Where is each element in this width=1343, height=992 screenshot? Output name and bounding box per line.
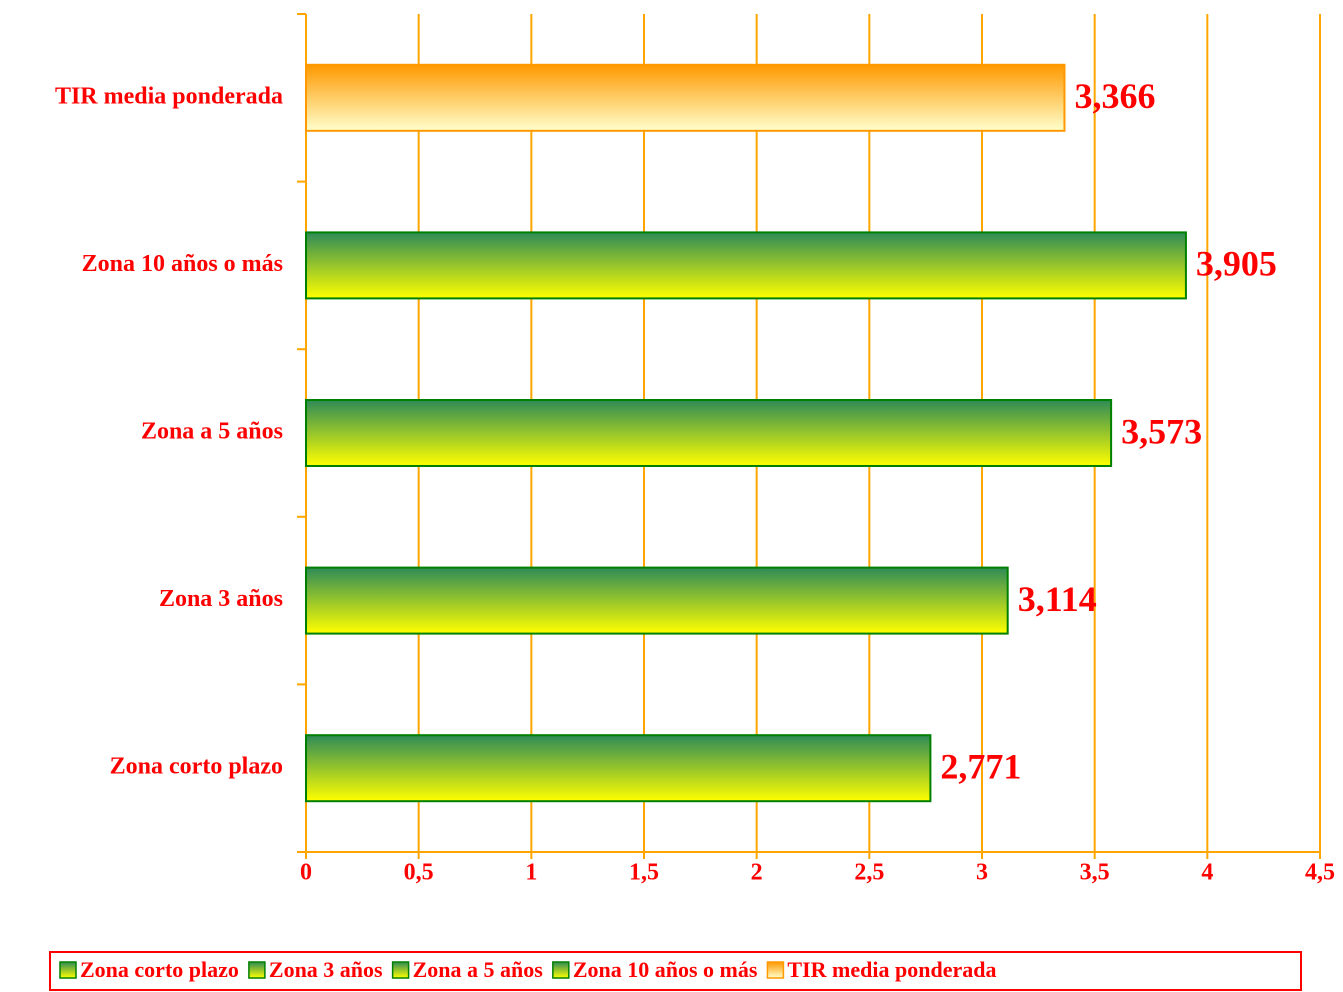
x-tick-label: 1: [525, 860, 537, 886]
x-tick-label: 3,5: [1080, 860, 1110, 886]
value-label: 3,905: [1196, 244, 1277, 284]
legend-swatch: [391, 961, 410, 979]
legend-label: Zona 3 años: [269, 957, 383, 982]
bar: [305, 399, 1113, 467]
x-tick-label: 4,5: [1305, 860, 1335, 886]
x-tick-label: 3: [976, 860, 988, 886]
x-tick-label: 2: [751, 860, 763, 886]
value-label: 3,573: [1121, 411, 1202, 451]
legend-label: Zona corto plazo: [80, 957, 239, 982]
value-label: 2,771: [940, 746, 1021, 786]
y-tick-label: Zona a 5 años: [141, 419, 283, 445]
bar: [305, 231, 1187, 300]
bar: [305, 734, 932, 803]
y-tick-label: TIR media ponderada: [55, 83, 283, 109]
x-tick-label: 2,5: [854, 860, 884, 886]
legend-label: Zona 10 años o más: [573, 957, 758, 982]
legend-swatch: [766, 961, 785, 979]
y-tick-label: Zona 10 años o más: [82, 251, 283, 277]
legend-swatch: [248, 961, 266, 979]
legend-label: TIR media ponderada: [787, 957, 996, 982]
legend-swatch: [59, 961, 77, 979]
x-tick-label: 4: [1201, 860, 1213, 886]
bar: [305, 566, 1009, 635]
value-label: 3,366: [1074, 76, 1155, 116]
x-tick-label: 1,5: [629, 860, 659, 886]
x-tick-label: 0: [300, 860, 312, 886]
bar: [305, 63, 1066, 132]
legend-label: Zona a 5 años: [413, 957, 544, 982]
x-tick-label: 0,5: [404, 860, 434, 886]
y-tick-label: Zona corto plazo: [110, 754, 283, 780]
legend-swatch: [552, 961, 570, 979]
y-tick-label: Zona 3 años: [159, 586, 283, 612]
value-label: 3,114: [1018, 579, 1097, 619]
